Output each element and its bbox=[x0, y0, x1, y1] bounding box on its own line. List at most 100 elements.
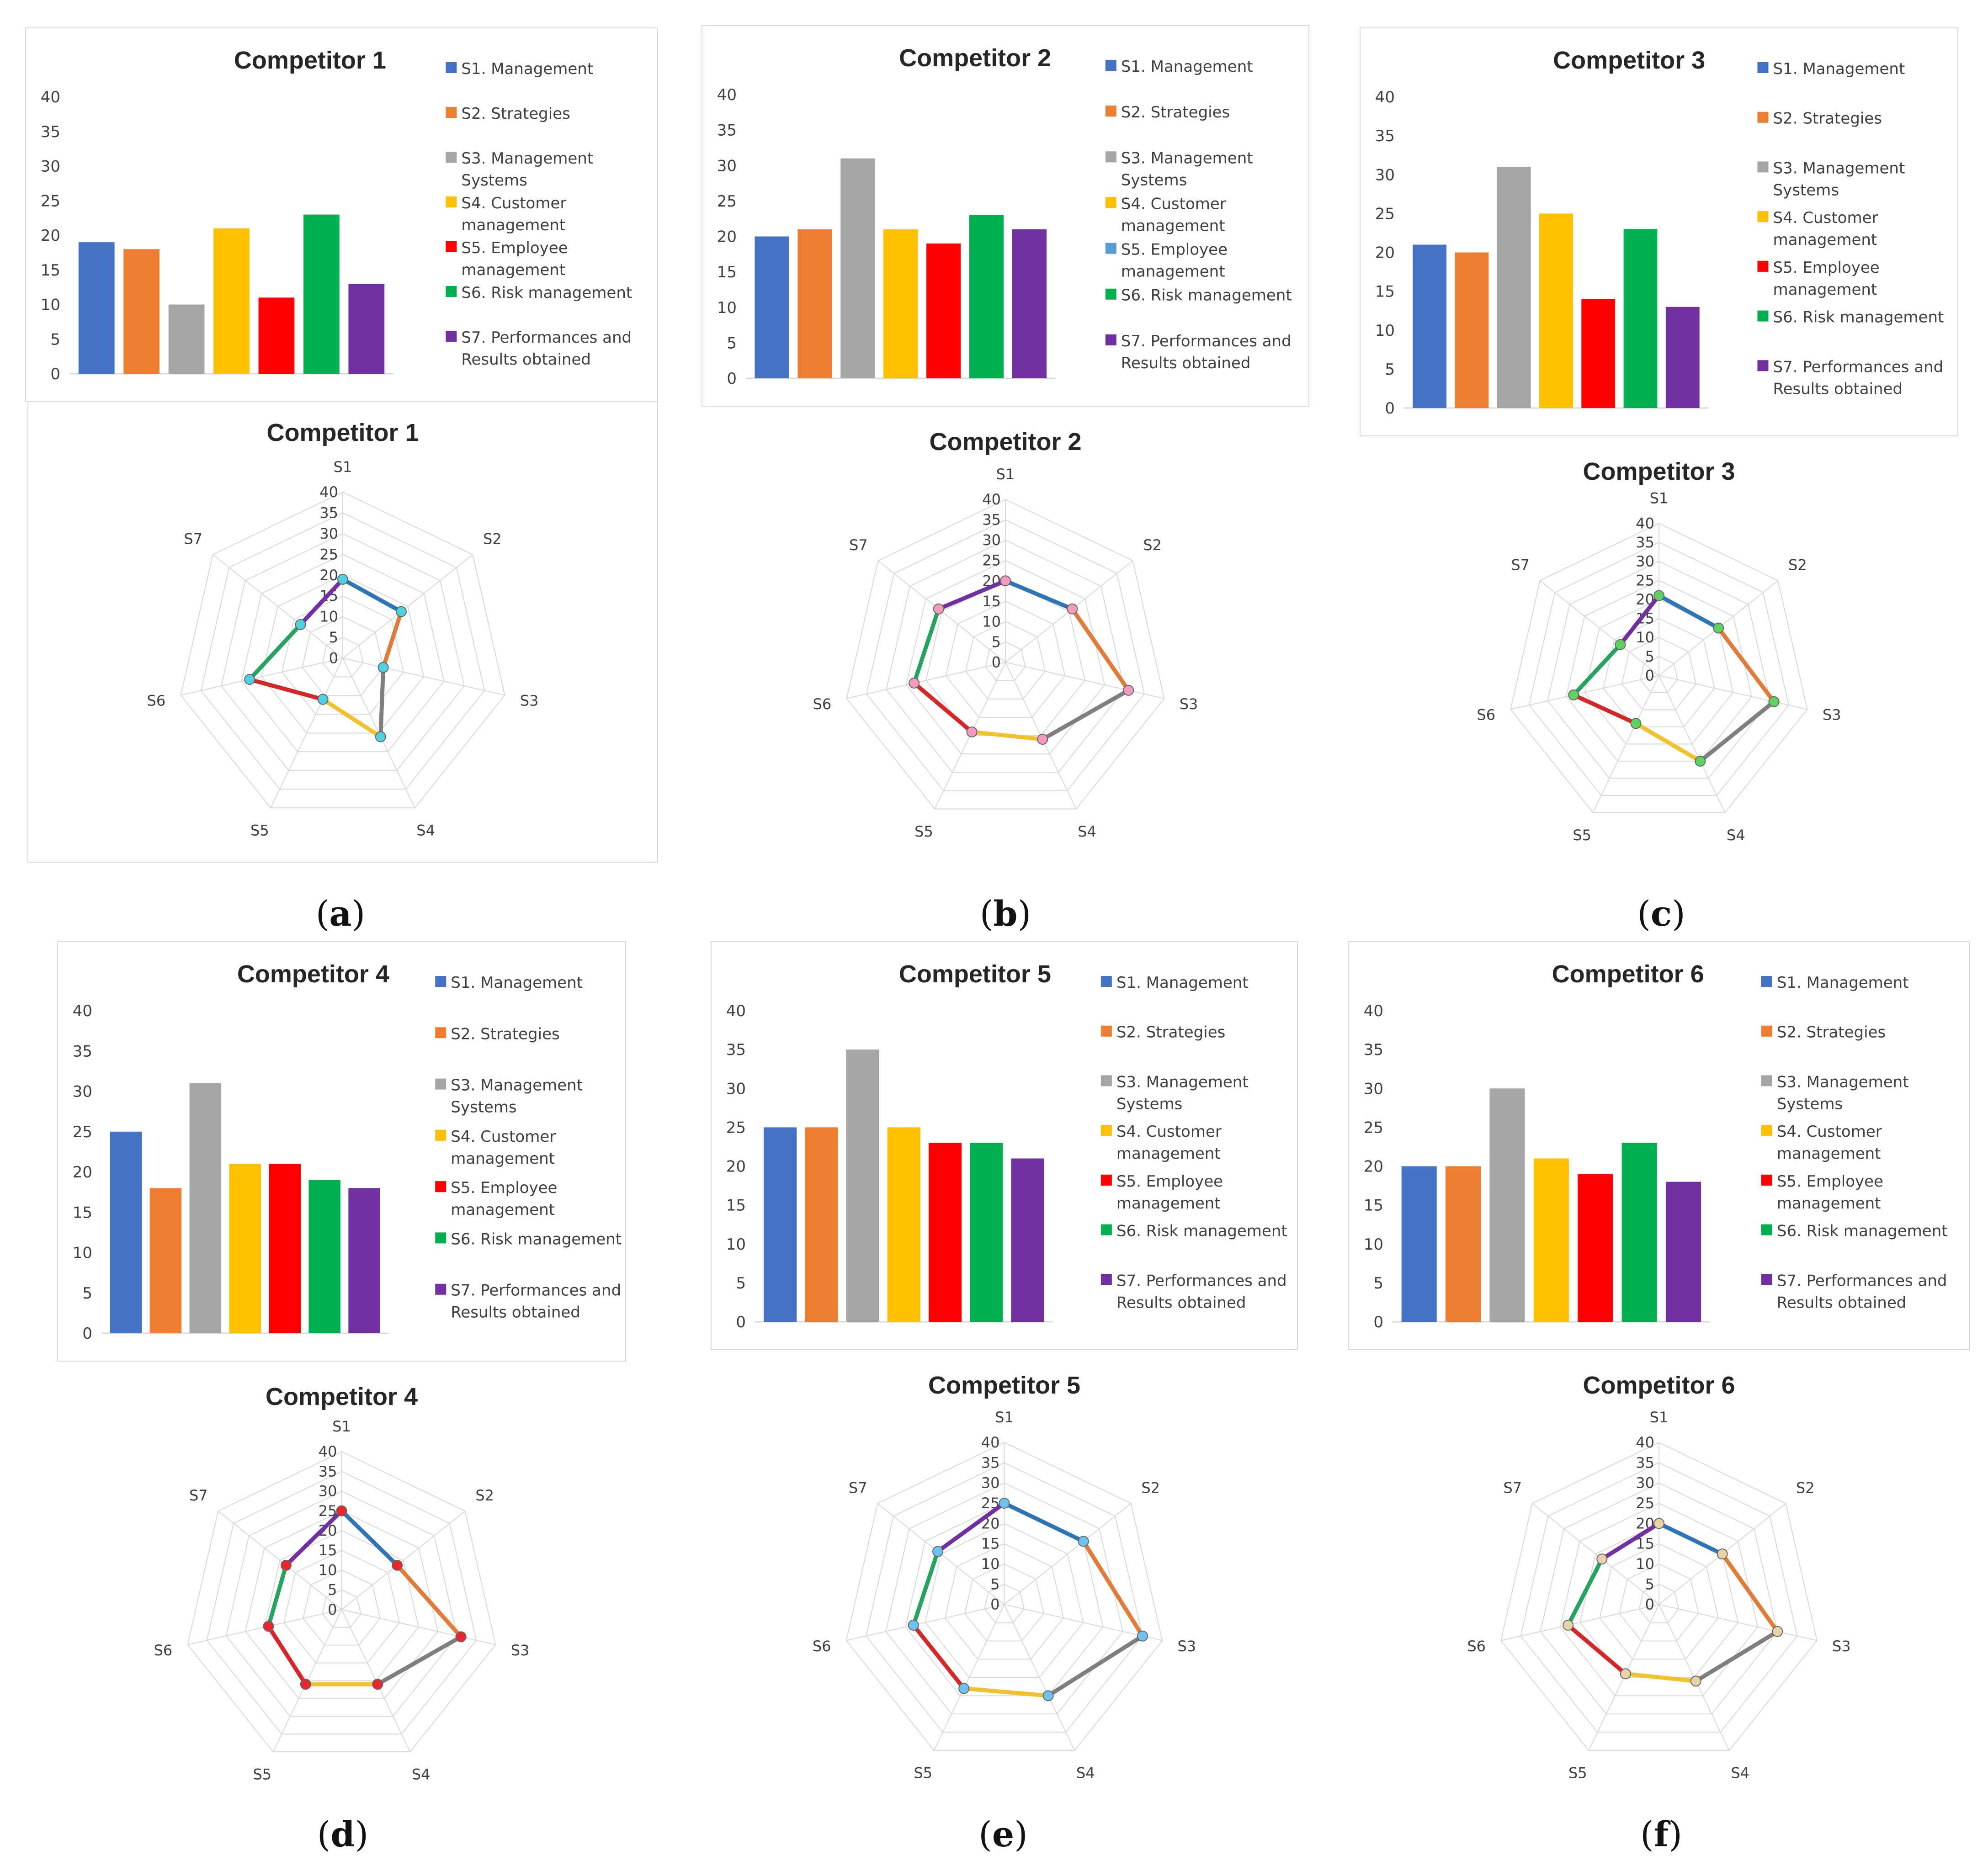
legend-label-s1: S1. Management bbox=[1121, 58, 1253, 76]
radar-grid-ring bbox=[1500, 1442, 1818, 1751]
radar-grid-ring bbox=[245, 1510, 439, 1699]
radar-segment-s4 bbox=[1623, 1671, 1698, 1683]
radar-axis-label-s4: S4 bbox=[1727, 827, 1745, 844]
radar-segment-s3 bbox=[1698, 700, 1776, 763]
radar-segment-s3 bbox=[1040, 688, 1131, 742]
radar-point-s7 bbox=[295, 619, 306, 630]
panel-letter-a: (a) bbox=[315, 893, 366, 934]
radar-chart-svg: Competitor 5S1S2S3S4S5S6S705101520253035… bbox=[813, 1372, 1196, 1782]
radar-grid-ring bbox=[322, 1589, 361, 1628]
radar-point-s4 bbox=[1042, 1690, 1054, 1701]
legend-label-s6: S6. Risk management bbox=[1121, 286, 1292, 305]
legend-label-s2: S2. Strategies bbox=[1121, 103, 1230, 122]
radar-spoke bbox=[213, 554, 343, 659]
legend-label-s2: S2. Strategies bbox=[1116, 1023, 1225, 1042]
bar-s2 bbox=[797, 229, 832, 378]
bar-s7 bbox=[1665, 307, 1700, 408]
legend-label-s6: S6. Risk management bbox=[1777, 1222, 1948, 1240]
legend-swatch-s6 bbox=[1100, 1224, 1112, 1235]
bar-chart-competitor-3: Competitor 3 0 5 10 15 20 25 30 35 40 S1. Manageme… bbox=[1360, 27, 1958, 436]
radar-grid-ring bbox=[264, 1530, 420, 1681]
radar-tick-label: 25 bbox=[319, 546, 338, 563]
radar-spoke bbox=[1004, 1503, 1132, 1605]
chart-title: Competitor 6 bbox=[1552, 960, 1704, 988]
chart-title: Competitor 1 bbox=[234, 47, 386, 74]
legend-swatch-s5 bbox=[1757, 260, 1769, 272]
y-tick-label: 20 bbox=[73, 1163, 92, 1182]
radar-axis-label-s2: S2 bbox=[1143, 536, 1162, 554]
legend-swatch-s3 bbox=[1757, 161, 1769, 173]
bar-chart-competitor-5: Competitor 5 0 5 10 15 20 25 30 35 40 S1. Manageme… bbox=[711, 941, 1298, 1350]
radar-point-s7 bbox=[933, 603, 944, 615]
legend-label-s6: S6. Risk management bbox=[1116, 1222, 1287, 1240]
legend-label-s5: S5. Employee management bbox=[1773, 259, 1879, 299]
radar-tick-label: 35 bbox=[319, 504, 338, 521]
radar-chart-svg: Competitor 1S1S2S3S4S5S6S705101520253035… bbox=[147, 419, 539, 839]
legend-swatch-s2 bbox=[435, 1027, 447, 1039]
radar-point-s6 bbox=[263, 1621, 274, 1632]
radar-point-s7 bbox=[280, 1559, 292, 1571]
bar-s4 bbox=[213, 228, 250, 374]
bar-s4 bbox=[1533, 1158, 1569, 1322]
radar-tick-label: 5 bbox=[990, 1575, 999, 1593]
radar-grid-ring bbox=[925, 1523, 1084, 1678]
radar-point-s6 bbox=[244, 674, 255, 685]
y-tick-label: 20 bbox=[726, 1158, 746, 1176]
radar-tick-label: 35 bbox=[1636, 534, 1654, 551]
legend-label-s3: S3. Management Systems bbox=[1773, 159, 1905, 199]
radar-segment-s6 bbox=[912, 607, 941, 685]
legend-swatch-s2 bbox=[1105, 106, 1116, 117]
radar-axis-label-s1: S1 bbox=[334, 458, 352, 476]
radar-segment-s2 bbox=[1716, 626, 1776, 704]
radar-point-s5 bbox=[1620, 1668, 1631, 1680]
y-tick-label: 40 bbox=[717, 86, 737, 104]
radar-chart-svg: Competitor 4S1S2S3S4S5S6S705101520253035… bbox=[154, 1383, 530, 1783]
panel-letter-b: (b) bbox=[979, 893, 1031, 934]
radar-axis-label-s1: S1 bbox=[1650, 1409, 1669, 1426]
radar-grid-ring bbox=[845, 1442, 1163, 1751]
legend-label-s3: S3. Management Systems bbox=[1116, 1073, 1249, 1113]
y-tick-label: 35 bbox=[1364, 1041, 1383, 1059]
bar-chart-svg: Competitor 4 0 5 10 15 20 25 30 35 40 S1. Manageme… bbox=[73, 960, 622, 1343]
radar-axis-label-s7: S7 bbox=[1503, 1479, 1522, 1496]
y-tick-label: 10 bbox=[717, 299, 737, 317]
bar-chart-competitor-1: Competitor 1 0 5 10 15 20 25 30 35 40 S1. Manageme… bbox=[25, 27, 658, 402]
radar-tick-label: 10 bbox=[981, 1555, 1000, 1573]
radar-chart-svg: Competitor 3S1S2S3S4S5S6S705101520253035… bbox=[1477, 458, 1841, 844]
y-tick-label: 15 bbox=[1375, 283, 1395, 301]
radar-spoke bbox=[1510, 675, 1659, 710]
bar-s5 bbox=[928, 1143, 962, 1322]
radar-point-s6 bbox=[1563, 1620, 1574, 1631]
y-tick-label: 0 bbox=[1385, 399, 1395, 418]
radar-spoke bbox=[846, 1604, 1005, 1641]
legend-label-s5: S5. Employee management bbox=[1116, 1172, 1223, 1213]
radar-spoke bbox=[1658, 1604, 1817, 1641]
y-tick-label: 30 bbox=[73, 1083, 92, 1101]
legend-swatch-s6 bbox=[435, 1232, 447, 1244]
legend-label-s4: S4. Customer management bbox=[1773, 209, 1878, 249]
radar-tick-label: 0 bbox=[990, 1596, 999, 1613]
bar-s4 bbox=[229, 1164, 261, 1333]
chart-title: Competitor 4 bbox=[237, 960, 389, 988]
radar-chart-svg: Competitor 2S1S2S3S4S5S6S705101520253035… bbox=[813, 428, 1198, 840]
legend-label-s7: S7. Performances and Results obtained bbox=[1777, 1272, 1947, 1312]
radar-axis-label-s6: S6 bbox=[813, 695, 832, 713]
radar-spoke bbox=[270, 658, 343, 808]
bar-s1 bbox=[1401, 1166, 1437, 1322]
legend-label-s2: S2. Strategies bbox=[1777, 1023, 1886, 1042]
legend-swatch-s3 bbox=[435, 1078, 447, 1090]
radar-axis-label-s4: S4 bbox=[1078, 823, 1096, 840]
radar-point-s6 bbox=[909, 678, 920, 689]
radar-point-s4 bbox=[1037, 734, 1048, 745]
radar-point-s2 bbox=[1713, 622, 1724, 634]
bar-s3 bbox=[168, 304, 205, 374]
legend-label-s6: S6. Risk management bbox=[451, 1230, 622, 1248]
radar-point-s3 bbox=[1772, 1626, 1783, 1637]
y-tick-label: 35 bbox=[73, 1042, 92, 1060]
bar-chart-svg: Competitor 2 0 5 10 15 20 25 30 35 40 S1. Manageme… bbox=[717, 44, 1292, 388]
bar-s2 bbox=[805, 1127, 838, 1322]
radar-tick-label: 35 bbox=[981, 1454, 1000, 1471]
y-tick-label: 15 bbox=[41, 261, 60, 280]
bar-chart-competitor-6: Competitor 6 0 5 10 15 20 25 30 35 40 S1. Manageme… bbox=[1348, 941, 1970, 1350]
radar-segment-s5 bbox=[266, 1624, 308, 1686]
